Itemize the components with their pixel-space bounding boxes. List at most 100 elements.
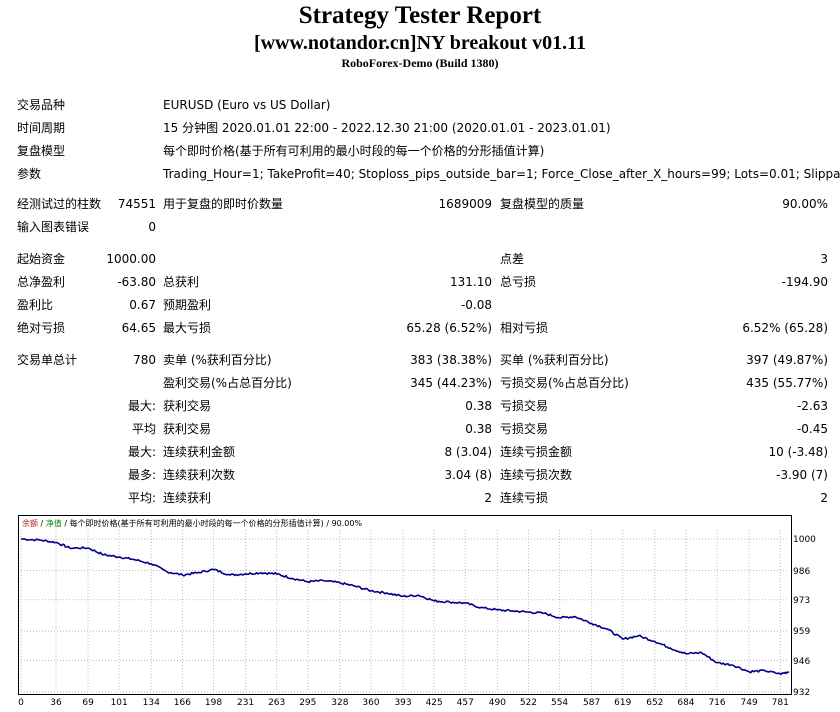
deposit-value: 1000.00: [106, 252, 156, 266]
win-trades-value: 345 (44.23%): [410, 376, 492, 390]
x-tick-label: 457: [456, 698, 474, 708]
total-trades-label: 交易单总计: [17, 353, 78, 367]
x-tick-label: 619: [614, 698, 632, 708]
y-tick-label: 959: [793, 627, 811, 638]
bars-label: 经测试过的柱数: [17, 197, 102, 211]
stat-row-prefix: 最多:: [127, 468, 156, 482]
stat-row-value: -3.90 (7): [776, 468, 828, 482]
y-tick-label: 1000: [793, 535, 816, 545]
errors-value: 0: [148, 220, 156, 234]
net-profit-label: 总净盈利: [17, 275, 66, 289]
x-tick-label: 295: [299, 698, 317, 708]
stat-row-value: 2: [484, 491, 492, 505]
expected-payoff-label: 预期盈利: [163, 298, 212, 312]
x-tick-label: 198: [204, 698, 223, 708]
x-tick-label: 554: [550, 698, 569, 708]
x-tick-label: 134: [142, 698, 160, 708]
stat-row-label: 亏损交易: [500, 422, 549, 436]
x-tick-label: 231: [236, 698, 255, 708]
deposit-label: 起始资金: [17, 252, 66, 266]
quality-label: 复盘模型的质量: [500, 197, 585, 211]
spread-value: 3: [820, 252, 828, 266]
long-trades-label: 买单 (%获利百分比): [500, 353, 609, 367]
legend-separator: /: [38, 519, 46, 528]
legend-balance: 余额 / 净值 / 每个即时价格(基于所有可利用的最小时段的每一个价格的分形插值…: [22, 518, 362, 528]
stat-row-label: 亏损交易: [500, 399, 549, 413]
balance-chart: 余额 / 净值 / 每个即时价格(基于所有可利用的最小时段的每一个价格的分形插值…: [18, 515, 792, 695]
symbol-label: 交易品种: [17, 98, 66, 112]
x-tick-label: 69: [82, 698, 94, 708]
profit-factor-label: 盈利比: [17, 298, 54, 312]
loss-trades-value: 435 (55.77%): [746, 376, 828, 390]
y-tick-label: 973: [793, 595, 811, 606]
abs-drawdown-label: 绝对亏损: [17, 321, 66, 335]
report-build: RoboForex-Demo (Build 1380): [341, 56, 499, 70]
stat-row-prefix: 最大:: [127, 445, 156, 459]
stat-row-label: 获利交易: [163, 399, 212, 413]
stat-row-prefix: 平均:: [127, 491, 156, 505]
stat-row-value: -0.45: [796, 422, 828, 436]
x-tick-label: 684: [677, 698, 695, 708]
y-tick-label: 986: [793, 566, 811, 577]
model-value: 每个即时价格(基于所有可利用的最小时段的每一个价格的分形插值计算): [163, 144, 545, 158]
stat-row-value: 10 (-3.48): [768, 445, 829, 459]
x-tick-label: 328: [331, 698, 349, 708]
gross-loss-label: 总亏损: [500, 275, 537, 289]
y-tick-label: 932: [793, 688, 811, 698]
ticks-label: 用于复盘的即时价数量: [163, 197, 284, 211]
x-tick-label: 166: [173, 698, 191, 708]
gross-profit-value: 131.10: [450, 275, 492, 289]
x-tick-label: 490: [488, 698, 506, 708]
y-tick-label: 946: [793, 656, 811, 667]
x-tick-label: 749: [740, 698, 758, 708]
legend-separator: /: [62, 519, 70, 528]
total-trades-value: 780: [133, 353, 156, 367]
stat-row-prefix: 平均: [131, 422, 156, 436]
report-title: Strategy Tester Report: [298, 2, 542, 29]
stat-row-label: 连续亏损金额: [500, 445, 573, 459]
params-value: Trading_Hour=1; TakeProfit=40; Stoploss_…: [163, 167, 840, 181]
stat-row-prefix: 最大:: [127, 399, 156, 413]
stat-row-value: 0.38: [465, 422, 492, 436]
win-trades-label: 盈利交易(%占总百分比): [163, 376, 292, 390]
stat-row-value: -2.63: [796, 399, 828, 413]
profit-factor-value: 0.67: [129, 298, 156, 312]
short-trades-value: 383 (38.38%): [410, 353, 492, 367]
period-label: 时间周期: [17, 121, 66, 135]
abs-drawdown-value: 64.65: [121, 321, 156, 335]
gross-loss-value: -194.90: [781, 275, 828, 289]
x-tick-label: 263: [268, 698, 286, 708]
rel-drawdown-label: 相对亏损: [500, 321, 549, 335]
params-label: 参数: [17, 167, 42, 181]
x-tick-label: 0: [18, 698, 24, 708]
stat-row-value: 2: [820, 491, 828, 505]
report-subtitle: [www.notandor.cn]NY breakout v01.11: [253, 32, 587, 54]
x-tick-label: 36: [50, 698, 62, 708]
balance-series-line: [20, 538, 790, 676]
x-tick-label: 781: [771, 698, 789, 708]
stat-row-label: 连续获利次数: [163, 468, 236, 482]
bars-value: 74551: [117, 197, 156, 211]
expected-payoff-value: -0.08: [460, 298, 492, 312]
gross-profit-label: 总获利: [163, 275, 200, 289]
quality-value: 90.00%: [782, 197, 828, 211]
x-tick-label: 393: [394, 698, 412, 708]
stat-row-value: 0.38: [465, 399, 492, 413]
legend-equity: 净值: [46, 518, 62, 528]
stat-row-label: 连续获利金额: [163, 445, 236, 459]
symbol-value: EURUSD (Euro vs US Dollar): [163, 98, 331, 112]
max-drawdown-label: 最大亏损: [163, 321, 212, 335]
x-tick-label: 425: [425, 698, 443, 708]
stat-row-label: 连续获利: [163, 491, 212, 505]
x-tick-label: 101: [110, 698, 128, 708]
stat-row-label: 连续亏损: [500, 491, 549, 505]
stat-row-value: 3.04 (8): [444, 468, 492, 482]
period-value: 15 分钟图 2020.01.01 22:00 - 2022.12.30 21:…: [163, 121, 611, 135]
x-tick-label: 522: [519, 698, 538, 708]
model-label: 复盘模型: [17, 144, 66, 158]
errors-label: 输入图表错误: [17, 220, 90, 234]
rel-drawdown-value: 6.52% (65.28): [742, 321, 828, 335]
stat-row-label: 获利交易: [163, 422, 212, 436]
max-drawdown-value: 65.28 (6.52%): [406, 321, 492, 335]
net-profit-value: -63.80: [117, 275, 156, 289]
